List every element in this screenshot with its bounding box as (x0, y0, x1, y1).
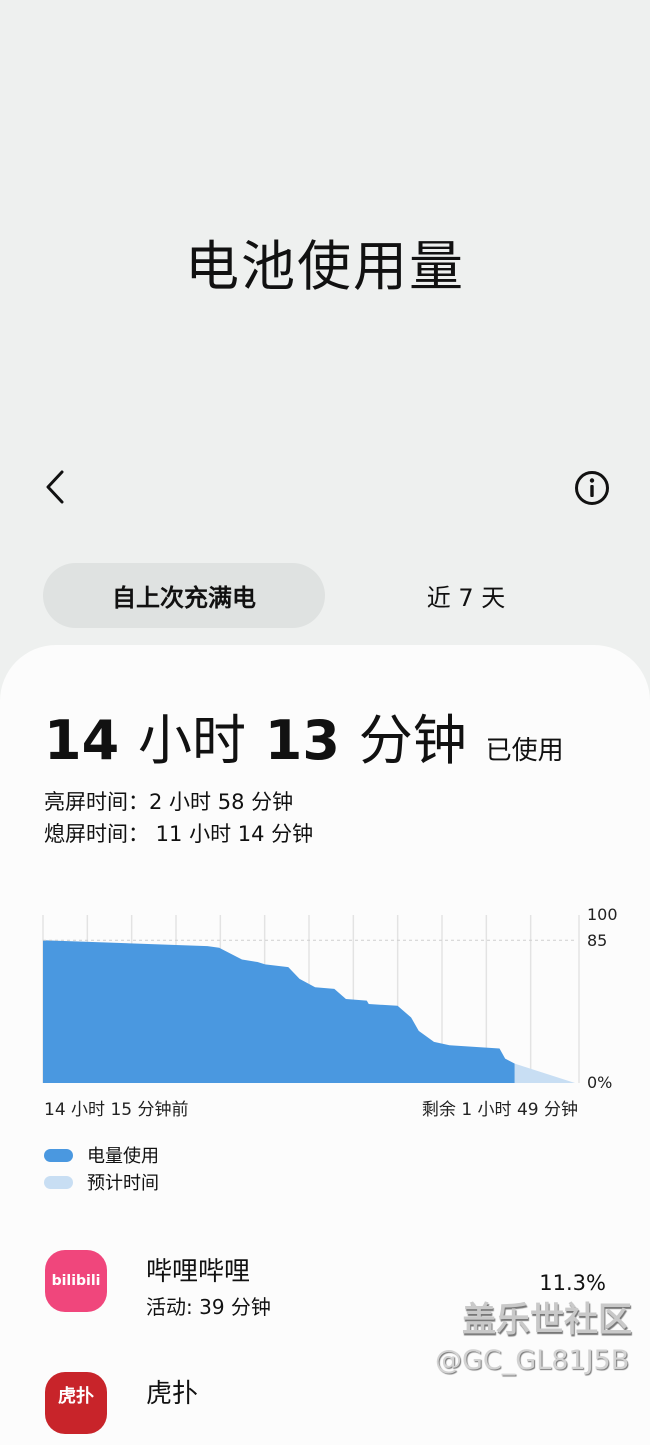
back-button[interactable] (40, 466, 76, 510)
series-area-0 (43, 940, 515, 1083)
watermark-community: 盖乐世社区 (462, 1300, 632, 1340)
minutes-value: 13 (264, 709, 340, 772)
screen-on-time: 亮屏时间：2 小时 58 分钟 (44, 790, 294, 814)
app-percent: 11.3% (539, 1271, 606, 1295)
legend-label-usage: 电量使用 (87, 1146, 159, 1167)
watermark-user: @GC_GL81J5B (435, 1345, 630, 1376)
hours-value: 14 (44, 709, 120, 772)
tab-since-last-charge[interactable]: 自上次充满电 (43, 563, 325, 628)
legend-swatch-usage (44, 1148, 73, 1162)
app-name: 哔哩哔哩 (146, 1257, 251, 1287)
y-tick-100: 100 (587, 905, 618, 924)
legend-label-estimate: 预计时间 (87, 1173, 159, 1194)
x-label-start: 14 小时 15 分钟前 (44, 1100, 189, 1120)
y-tick-85: 85 (587, 931, 608, 950)
screen-off-time: 熄屏时间： 11 小时 14 分钟 (44, 822, 314, 846)
legend-swatch-estimate (44, 1175, 73, 1189)
used-suffix: 已使用 (485, 736, 564, 766)
hupu-app-icon: 虎扑 (45, 1372, 107, 1434)
bilibili-app-icon: bilibili (45, 1250, 107, 1312)
page-title: 电池使用量 (185, 235, 465, 298)
battery-chart (42, 915, 580, 1083)
bilibili-logo-text: bilibili (51, 1273, 101, 1289)
y-tick-0: 0% (587, 1073, 613, 1092)
series-area-1 (514, 1063, 575, 1083)
info-circle-icon (575, 471, 609, 505)
total-usage-time: 14 小时 13 分钟 已使用 (44, 696, 564, 775)
legend-usage: 电量使用 (44, 1142, 159, 1168)
hupu-logo-text: 虎扑 (58, 1386, 94, 1407)
hours-unit: 小时 (137, 709, 246, 772)
minutes-unit: 分钟 (358, 709, 467, 772)
tab-last-7-days[interactable]: 近 7 天 (426, 584, 506, 612)
info-button[interactable] (573, 469, 611, 507)
legend-estimate: 预计时间 (44, 1169, 159, 1195)
chevron-left-icon (46, 470, 64, 504)
app-activity: 活动: 39 分钟 (146, 1295, 271, 1319)
app-name: 虎扑 (146, 1379, 199, 1409)
x-label-remaining: 剩余 1 小时 49 分钟 (421, 1100, 578, 1120)
